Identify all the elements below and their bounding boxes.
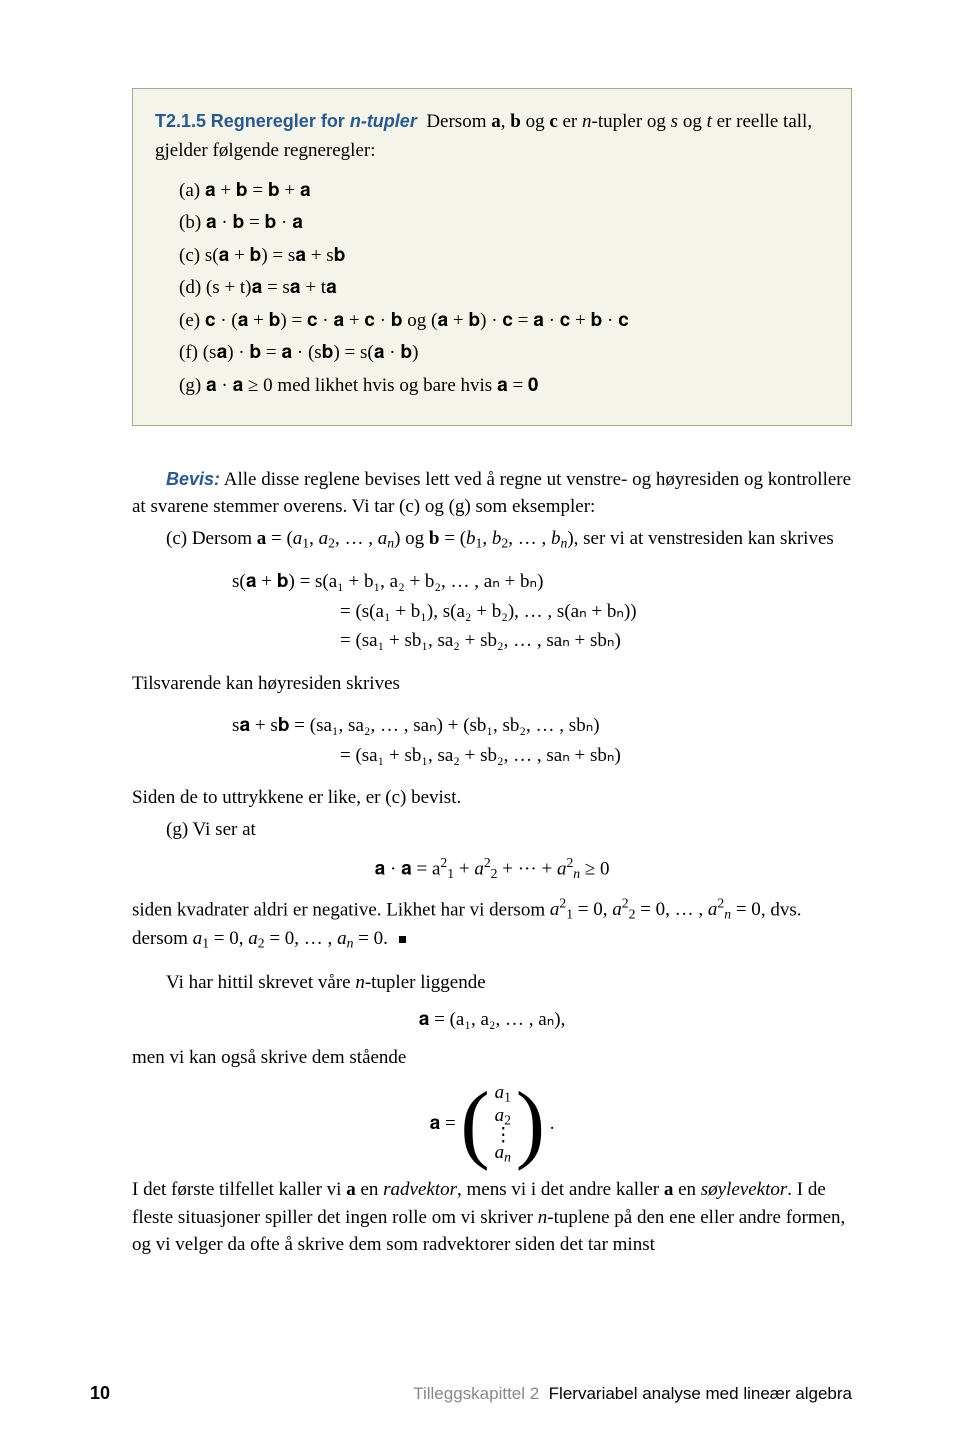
theorem-box: T2.1.5 Regneregler for n-tupler Dersom a… bbox=[132, 88, 852, 426]
eq1-l2: = (s(a₁ + b₁), s(a₂ + b₂), … , s(aₙ + bₙ… bbox=[232, 597, 637, 626]
eq-block-4: 𝐚 = (a₁, a₂, … , aₙ), bbox=[132, 1006, 852, 1034]
eq3-rest: ≥ 0 bbox=[580, 859, 609, 880]
rule-g: (g) 𝐚 · 𝐚 ≥ 0 med likhet hvis og bare hv… bbox=[179, 371, 829, 400]
chapter-grey: Tilleggskapittel 2 bbox=[413, 1384, 539, 1403]
vdots-icon: ⋮ bbox=[494, 1129, 512, 1142]
rule-c: (c) s(𝐚 + 𝐛) = s𝐚 + s𝐛 bbox=[179, 241, 829, 270]
eq1-l1: s(𝐚 + 𝐛) = s(a₁ + b₁, a₂ + b₂, … , aₙ + … bbox=[232, 567, 852, 596]
proof-p4: (g) Vi ser at bbox=[132, 816, 852, 844]
eq2-l2: = (sa₁ + sb₁, sa₂ + sb₂, … , saₙ + sbₙ) bbox=[232, 741, 621, 770]
theorem-vars: a, b og c er n-tupler og s og t bbox=[491, 111, 712, 132]
chapter-title: Tilleggskapittel 2 Flervariabel analyse … bbox=[413, 1384, 852, 1404]
proof-p1a: Alle disse reglene bevises lett ved å re… bbox=[132, 469, 851, 518]
left-paren-icon: ( bbox=[460, 1089, 489, 1159]
p8-rad: radvektor bbox=[383, 1179, 457, 1200]
proof-p1b-post: , ser vi at venstresiden kan skrives bbox=[574, 528, 834, 549]
proof-p3: Siden de to uttrykkene er like, er (c) b… bbox=[132, 784, 852, 812]
page-number: 10 bbox=[90, 1383, 110, 1404]
proof-para-1b: (c) Dersom a = (a1, a2, … , an) og b = (… bbox=[132, 525, 852, 553]
body: Bevis: Alle disse reglene bevises lett v… bbox=[132, 466, 852, 1259]
theorem-lead: Dersom bbox=[426, 111, 491, 132]
proof-para-1: Bevis: Alle disse reglene bevises lett v… bbox=[132, 466, 852, 521]
proof-p8: I det første tilfellet kaller vi a en ra… bbox=[132, 1176, 852, 1259]
eq-block-5: 𝐚 = ( a1 a2 ⋮ an ) . bbox=[132, 1082, 852, 1167]
proof-p6: Vi har hittil skrevet våre n-tupler ligg… bbox=[132, 969, 852, 997]
rule-f: (f) (s𝐚) · 𝐛 = 𝐚 · (s𝐛) = s(𝐚 · 𝐛) bbox=[179, 338, 829, 367]
rule-a: (a) 𝐚 + 𝐛 = 𝐛 + 𝐚 bbox=[179, 176, 829, 205]
theorem-title: Regneregler for bbox=[211, 111, 350, 131]
proof-p5-math2: a1 = 0, a2 = 0, … , an = 0 bbox=[193, 928, 383, 949]
theorem-title-ital: n-tupler bbox=[350, 111, 417, 131]
p8-soy: søylevektor bbox=[701, 1179, 788, 1200]
chapter-main: Flervariabel analyse med lineær algebra bbox=[549, 1384, 852, 1403]
proof-p5-pre: siden kvadrater aldri er negative. Likhe… bbox=[132, 899, 550, 920]
p8-pre: I det første tilfellet kaller vi bbox=[132, 1179, 346, 1200]
column-vector: ( a1 a2 ⋮ an ) bbox=[460, 1082, 545, 1167]
right-paren-icon: ) bbox=[516, 1089, 545, 1159]
proof-p1b-pre: (c) Dersom bbox=[166, 528, 257, 549]
eq-block-3: 𝐚 · 𝐚 = a21 + a22 + ··· + a2n ≥ 0 bbox=[132, 853, 852, 884]
eq-block-2: s𝐚 + s𝐛 = (sa₁, sa₂, … , saₙ) + (sb₁, sb… bbox=[232, 711, 852, 770]
qed-icon bbox=[399, 936, 406, 943]
rule-b: (b) 𝐚 · 𝐛 = 𝐛 · 𝐚 bbox=[179, 208, 829, 237]
theorem-number: T2.1.5 bbox=[155, 111, 206, 131]
p8-mid: , mens vi i det andre kaller bbox=[457, 1179, 664, 1200]
proof-p7: men vi kan også skrive dem stående bbox=[132, 1044, 852, 1072]
proof-p5-math1: a21 = 0, a22 = 0, … , a2n = 0 bbox=[550, 899, 761, 920]
rule-d: (d) (s + t)𝐚 = s𝐚 + t𝐚 bbox=[179, 273, 829, 302]
theorem-rules: (a) 𝐚 + 𝐛 = 𝐛 + 𝐚 (b) 𝐚 · 𝐛 = 𝐛 · 𝐚 (c) … bbox=[179, 176, 829, 400]
proof-p5-end: . bbox=[383, 928, 388, 949]
proof-p1b-math: a = (a1, a2, … , an) og b = (b1, b2, … ,… bbox=[257, 528, 574, 549]
eq-block-1: s(𝐚 + 𝐛) = s(a₁ + b₁, a₂ + b₂, … , aₙ + … bbox=[232, 567, 852, 655]
proof-p2: Tilsvarende kan høyresiden skrives bbox=[132, 670, 852, 698]
eq3-pre: 𝐚 · 𝐚 = a bbox=[374, 859, 440, 880]
proof-label: Bevis: bbox=[166, 469, 220, 489]
rule-e: (e) 𝐜 · (𝐚 + 𝐛) = 𝐜 · 𝐚 + 𝐜 · 𝐛 og (𝐚 + … bbox=[179, 306, 829, 335]
page-container: T2.1.5 Regneregler for n-tupler Dersom a… bbox=[0, 0, 960, 1448]
proof-p5: siden kvadrater aldri er negative. Likhe… bbox=[132, 894, 852, 953]
page-footer: 10 Tilleggskapittel 2 Flervariabel analy… bbox=[0, 1383, 960, 1404]
eq1-l3: = (sa₁ + sb₁, sa₂ + sb₂, … , saₙ + sbₙ) bbox=[232, 626, 621, 655]
eq2-l1: s𝐚 + s𝐛 = (sa₁, sa₂, … , saₙ) + (sb₁, sb… bbox=[232, 711, 852, 740]
eq5-lhs: 𝐚 = bbox=[429, 1112, 460, 1133]
